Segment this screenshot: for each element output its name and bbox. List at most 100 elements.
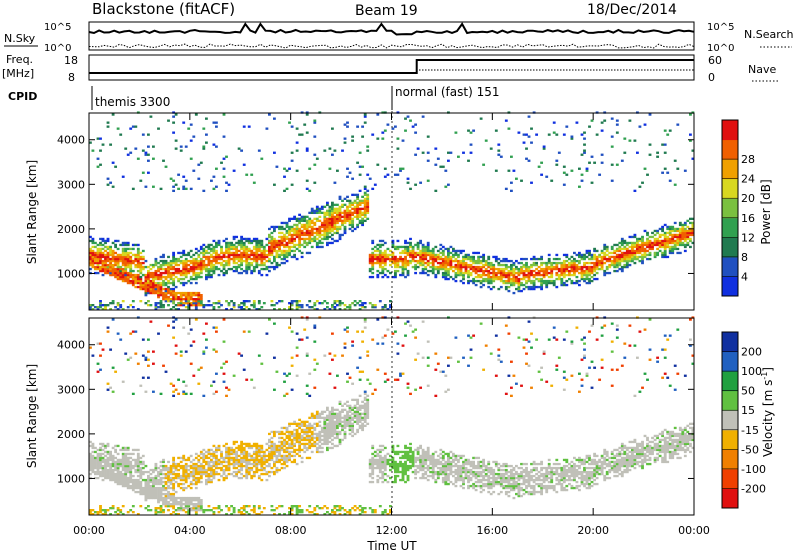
power-cell: [134, 257, 138, 261]
power-cell: [106, 253, 110, 257]
power-cell: [285, 225, 289, 229]
nsearch-tick-bottom: 10^0: [707, 43, 734, 54]
power-cell: [482, 269, 486, 273]
power-cell: [187, 291, 191, 295]
power-cell: [540, 263, 544, 267]
velocity-cell: [210, 470, 213, 474]
velocity-cell: [227, 456, 231, 460]
power-cell: [139, 267, 143, 271]
power-cell: [683, 227, 687, 231]
power-cell: [689, 237, 692, 241]
velocity-cell: [131, 448, 135, 452]
power-cell: [189, 139, 193, 142]
power-cell: [149, 279, 153, 283]
power-cell: [444, 247, 448, 251]
velocity-cell: [101, 513, 105, 516]
power-cell: [167, 304, 170, 307]
velocity-cell: [114, 462, 118, 466]
velocity-cell: [134, 462, 138, 466]
power-cell: [568, 273, 571, 277]
velocity-cell: [104, 513, 107, 516]
power-cell: [247, 237, 251, 241]
power-cell: [363, 213, 367, 217]
power-cell: [358, 199, 362, 203]
velocity-cell: [194, 472, 198, 476]
velocity-cell: [159, 478, 163, 482]
velocity-cell: [260, 466, 264, 470]
power-cell: [247, 253, 251, 257]
power-cell: [230, 241, 234, 245]
power-cell: [326, 201, 329, 205]
power-cell: [315, 219, 319, 223]
velocity-cell: [217, 478, 221, 482]
velocity-cell: [184, 464, 188, 468]
velocity-cell: [162, 466, 165, 470]
power-cell: [192, 294, 196, 297]
velocity-cell: [215, 472, 218, 476]
power-cell: [169, 263, 173, 267]
power-cell: [429, 253, 433, 257]
velocity-cell: [99, 458, 102, 462]
velocity-cell: [202, 464, 206, 468]
velocity-cell: [215, 460, 218, 464]
power-cell: [537, 285, 541, 289]
velocity-cell: [194, 318, 198, 321]
power-cell: [414, 131, 418, 134]
velocity-cell: [159, 486, 163, 490]
power-cell: [227, 241, 231, 245]
power-cell: [545, 267, 549, 271]
power-cell: [358, 221, 362, 225]
velocity-cell: [199, 466, 203, 470]
power-cell: [578, 255, 581, 259]
velocity-cell: [187, 472, 191, 476]
power-cell: [240, 263, 244, 267]
power-cell: [305, 219, 309, 223]
power-cell: [114, 275, 118, 279]
velocity-cell: [111, 462, 115, 466]
power-cell: [121, 253, 125, 257]
power-cell: [504, 265, 508, 269]
velocity-cell: [212, 464, 216, 468]
velocity-cell: [288, 442, 291, 446]
power-cell: [192, 135, 196, 138]
power-cell: [217, 261, 221, 265]
power-cell: [573, 269, 576, 273]
power-cell: [172, 279, 176, 283]
power-cell: [447, 263, 450, 267]
power-cell: [149, 267, 153, 271]
power-cell: [535, 267, 539, 271]
velocity-cell: [172, 486, 176, 490]
velocity-cell: [303, 450, 307, 454]
velocity-cell: [136, 486, 140, 490]
power-cell: [343, 221, 347, 225]
power-cell: [126, 271, 130, 275]
power-cell: [368, 267, 372, 271]
velocity-cell: [298, 505, 302, 508]
power-cell: [406, 249, 410, 253]
power-cell: [421, 253, 425, 257]
velocity-cell: [235, 454, 239, 458]
power-cell: [361, 306, 365, 309]
power-cell: [454, 275, 458, 279]
power-cell: [288, 225, 291, 229]
velocity-cell: [116, 482, 120, 486]
velocity-cell: [124, 458, 128, 462]
power-cell: [610, 251, 614, 255]
power-cell: [409, 187, 412, 191]
power-cell: [245, 267, 249, 271]
power-cell: [260, 267, 264, 271]
velocity-cell: [212, 470, 216, 474]
power-cell: [172, 115, 176, 118]
power-cell: [507, 277, 511, 281]
power-cell: [184, 257, 188, 261]
power-cell: [593, 267, 597, 271]
power-cell: [386, 269, 390, 273]
power-cell: [371, 306, 375, 309]
power-cell: [242, 300, 246, 303]
velocity-cell: [225, 468, 228, 472]
velocity-cell: [262, 466, 266, 470]
power-cell: [356, 302, 360, 305]
velocity-cell: [96, 468, 100, 472]
power-cell: [318, 211, 322, 215]
power-cell: [366, 201, 370, 205]
